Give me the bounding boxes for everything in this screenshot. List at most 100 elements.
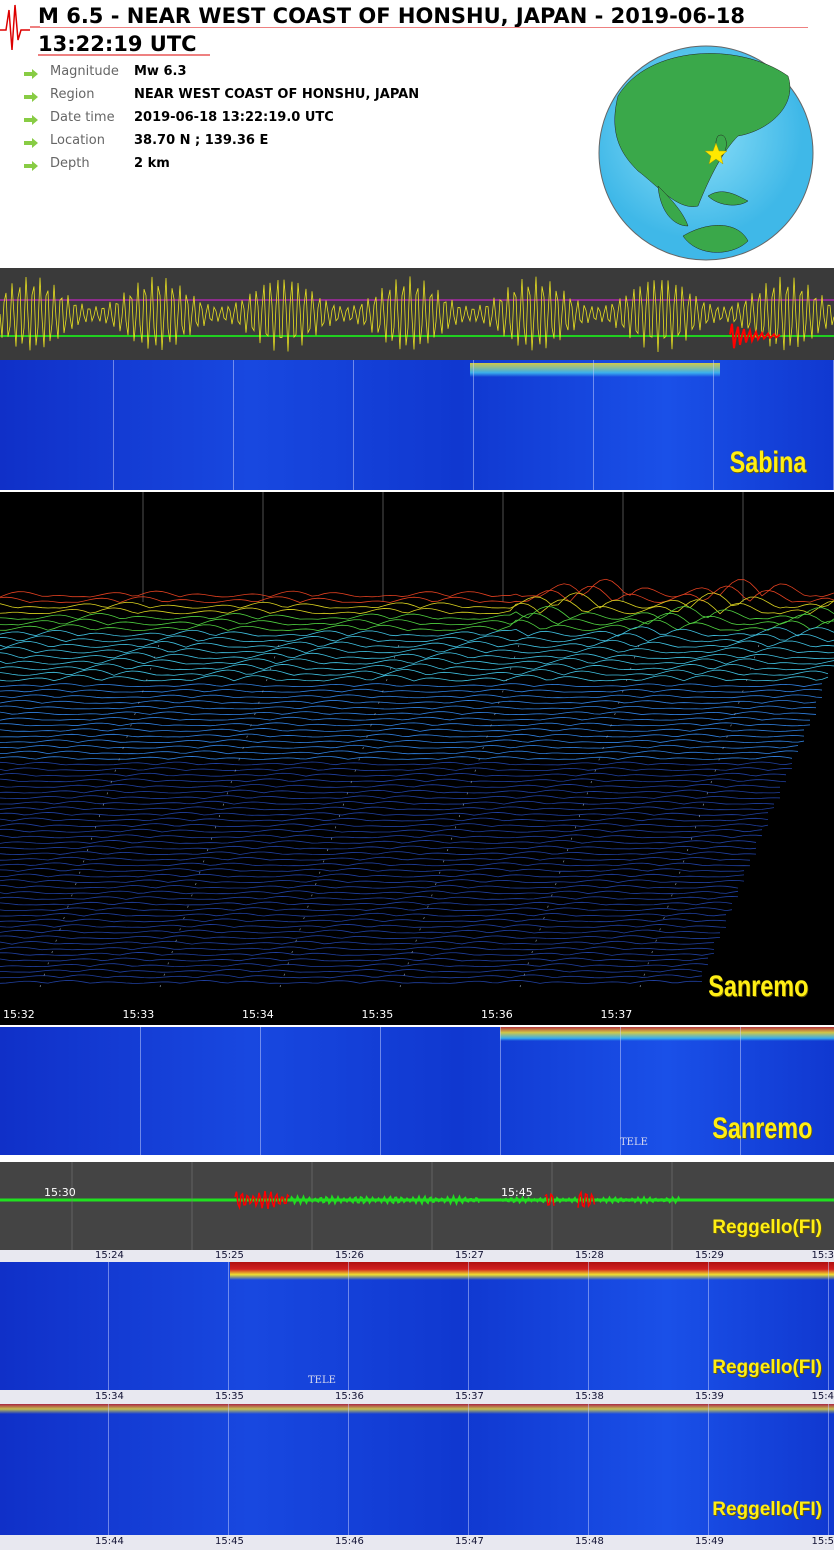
detail-value: NEAR WEST COAST OF HONSHU, JAPAN <box>134 87 420 102</box>
waveform-trace <box>0 652 834 660</box>
waveform-trace <box>0 772 787 777</box>
waveform-trace <box>0 856 751 861</box>
time-label: 15:27 <box>455 1250 484 1261</box>
waveform-trace <box>0 674 829 682</box>
waveform-trace <box>0 800 775 805</box>
time-label: 15:45 <box>215 1536 244 1547</box>
slant-line <box>519 641 641 988</box>
trace-event <box>577 1190 596 1209</box>
grid-line <box>708 1262 709 1390</box>
detail-value: Mw 6.3 <box>134 64 187 79</box>
waveform-trace <box>0 907 733 911</box>
grid-line <box>713 360 714 490</box>
waveform-trace <box>0 711 817 715</box>
marker-label: 15:30 <box>44 1186 76 1199</box>
waveform-trace <box>0 744 799 749</box>
waveform-trace <box>0 739 805 743</box>
time-label: 15:24 <box>95 1250 124 1261</box>
waveform-trace <box>0 592 834 609</box>
waveform-trace <box>0 639 834 648</box>
waveform-trace <box>0 890 739 895</box>
time-label: 15:34 <box>95 1391 124 1402</box>
waveform-trace <box>0 784 781 788</box>
station-label: Sabina <box>729 446 806 479</box>
grid-line <box>588 1404 589 1535</box>
bullet <box>24 69 38 79</box>
bullet <box>24 138 38 148</box>
waveform-trace <box>0 924 727 928</box>
station-label: Sanremo <box>711 1112 812 1145</box>
time-label: 15:39 <box>695 1391 724 1402</box>
time-label: 15:26 <box>335 1250 364 1261</box>
time-label: 15:32 <box>3 1008 35 1021</box>
waterfall <box>0 492 834 1000</box>
detail-label: Region <box>50 87 95 102</box>
time-label: 15:3 <box>811 1250 834 1261</box>
grid-line <box>228 1262 229 1390</box>
time-axis <box>0 1250 834 1262</box>
detail-value: 2019-06-18 13:22:19.0 UTC <box>134 110 334 125</box>
detail-value: 38.70 N ; 139.36 E <box>134 133 269 148</box>
waveform-trace <box>0 750 799 755</box>
waveform-trace <box>0 879 745 883</box>
grid-line <box>233 360 234 490</box>
slant-line <box>399 641 521 988</box>
waveform-trace <box>0 806 775 811</box>
waveform-trace <box>0 963 709 967</box>
waveform-trace <box>0 778 787 783</box>
detail-label: Date time <box>50 110 115 125</box>
waveform-trace <box>0 612 834 626</box>
waveform-trace <box>0 585 834 604</box>
slant-line <box>639 641 761 988</box>
time-label: 15:38 <box>575 1391 604 1402</box>
waveform-trace <box>0 669 829 676</box>
grid-line <box>260 1027 261 1155</box>
waveform-trace <box>0 845 757 850</box>
waveform-trace <box>0 823 769 827</box>
time-axis <box>0 1000 834 1025</box>
waveform-trace <box>0 817 769 822</box>
waveform-trace <box>0 952 715 956</box>
trace-event <box>729 323 781 349</box>
grid-line <box>468 1262 469 1390</box>
grid-line <box>828 1262 829 1390</box>
waveform-trace <box>0 840 757 844</box>
grid-line <box>593 360 594 490</box>
waveform-trace <box>0 873 745 878</box>
waveform-trace <box>0 626 834 637</box>
waveform-trace <box>0 733 805 738</box>
time-label: 15:4 <box>811 1391 834 1402</box>
waveform-trace <box>0 789 781 794</box>
waveform-trace <box>0 683 823 687</box>
waveform-trace <box>0 657 834 665</box>
waveform-trace <box>0 957 709 962</box>
waveform-trace <box>0 605 834 620</box>
grid-line <box>380 1027 381 1155</box>
time-label: 15:25 <box>215 1250 244 1261</box>
waveform-trace <box>0 828 763 833</box>
waveform-trace <box>0 756 793 760</box>
waveform-trace <box>0 935 721 939</box>
bullet <box>24 161 38 171</box>
waveform-trace <box>0 646 834 654</box>
time-axis <box>0 1535 834 1550</box>
waveform-trace <box>0 901 733 906</box>
grid-line <box>348 1404 349 1535</box>
bullet <box>24 115 38 125</box>
time-label: 15:29 <box>695 1250 724 1261</box>
waveform-trace <box>0 940 715 945</box>
grid-line <box>228 1404 229 1535</box>
time-axis <box>0 1390 834 1404</box>
waveform-trace <box>0 862 751 867</box>
time-label: 15:37 <box>455 1391 484 1402</box>
grid-line <box>500 1027 501 1155</box>
globe <box>598 45 814 261</box>
spectrogram <box>0 1027 834 1155</box>
waveform-trace <box>0 722 811 727</box>
waveform-trace <box>0 705 817 710</box>
waveform-trace <box>0 884 739 889</box>
waveform-trace <box>0 599 834 615</box>
slant-line <box>279 641 401 988</box>
trace-event <box>234 1190 290 1211</box>
